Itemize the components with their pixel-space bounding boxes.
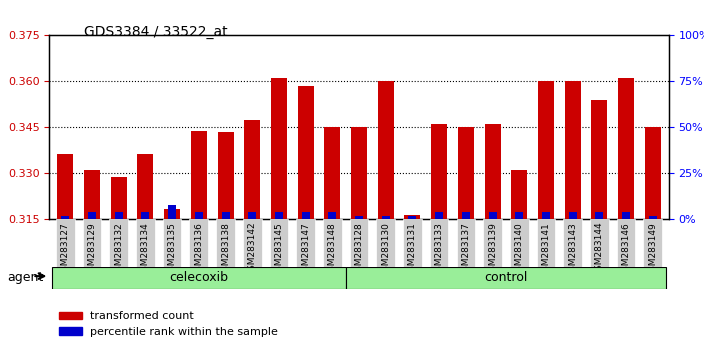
Text: celecoxib: celecoxib (170, 272, 228, 284)
Bar (57, 154, 73, 219)
FancyBboxPatch shape (643, 219, 662, 267)
Bar (351, 127, 367, 219)
Bar (137, 154, 153, 219)
FancyBboxPatch shape (189, 219, 208, 267)
FancyBboxPatch shape (52, 267, 346, 289)
Bar (298, 86, 314, 219)
Bar (591, 100, 608, 219)
Text: GSM283139: GSM283139 (488, 222, 497, 277)
Bar (484, 124, 501, 219)
Text: GSM283131: GSM283131 (408, 222, 417, 277)
Bar (61, 216, 69, 219)
Bar (271, 78, 287, 219)
Bar (569, 212, 577, 219)
Text: GSM283143: GSM283143 (568, 222, 577, 276)
Text: GSM283127: GSM283127 (61, 222, 70, 276)
Text: GSM283144: GSM283144 (595, 222, 604, 276)
Text: GSM283147: GSM283147 (301, 222, 310, 276)
Text: GSM283138: GSM283138 (221, 222, 230, 277)
Bar (88, 212, 96, 219)
FancyBboxPatch shape (296, 219, 315, 267)
FancyBboxPatch shape (617, 219, 636, 267)
Text: GSM283129: GSM283129 (87, 222, 96, 276)
Text: GDS3384 / 33522_at: GDS3384 / 33522_at (84, 25, 228, 39)
Bar (249, 212, 256, 219)
FancyBboxPatch shape (270, 219, 288, 267)
Bar (164, 209, 180, 219)
FancyBboxPatch shape (136, 219, 155, 267)
FancyBboxPatch shape (82, 219, 101, 267)
FancyBboxPatch shape (216, 219, 235, 267)
Bar (328, 212, 337, 219)
Bar (111, 177, 127, 219)
Text: GSM283135: GSM283135 (168, 222, 177, 277)
Bar (378, 81, 394, 219)
FancyBboxPatch shape (109, 219, 128, 267)
Text: GSM283142: GSM283142 (248, 222, 257, 276)
Text: GSM283149: GSM283149 (648, 222, 658, 276)
Bar (435, 212, 443, 219)
Bar (218, 132, 234, 219)
Bar (404, 215, 420, 219)
Text: GSM283146: GSM283146 (622, 222, 631, 276)
FancyBboxPatch shape (346, 267, 666, 289)
Bar (622, 212, 630, 219)
Text: GSM283133: GSM283133 (434, 222, 444, 277)
Bar (515, 212, 523, 219)
Text: control: control (484, 272, 527, 284)
Bar (645, 127, 661, 219)
FancyBboxPatch shape (590, 219, 609, 267)
FancyBboxPatch shape (483, 219, 502, 267)
Bar (565, 81, 581, 219)
Bar (462, 212, 470, 219)
Text: GSM283141: GSM283141 (541, 222, 551, 276)
Bar (542, 212, 550, 219)
Bar (222, 212, 230, 219)
Bar (511, 170, 527, 219)
Text: GSM283145: GSM283145 (275, 222, 284, 276)
Bar (431, 124, 447, 219)
Bar (458, 127, 474, 219)
FancyBboxPatch shape (56, 219, 75, 267)
Bar (538, 81, 554, 219)
Bar (596, 212, 603, 219)
Text: GSM283140: GSM283140 (515, 222, 524, 276)
Text: GSM283132: GSM283132 (114, 222, 123, 276)
Bar (275, 212, 283, 219)
FancyBboxPatch shape (243, 219, 262, 267)
Bar (195, 212, 203, 219)
FancyBboxPatch shape (377, 219, 395, 267)
Text: GSM283137: GSM283137 (461, 222, 470, 277)
Bar (649, 216, 657, 219)
Bar (618, 78, 634, 219)
Bar (301, 212, 310, 219)
FancyBboxPatch shape (510, 219, 529, 267)
FancyBboxPatch shape (323, 219, 341, 267)
Text: GSM283130: GSM283130 (382, 222, 390, 277)
Bar (168, 205, 176, 219)
FancyBboxPatch shape (430, 219, 448, 267)
FancyBboxPatch shape (456, 219, 475, 267)
Bar (408, 216, 417, 219)
Legend: transformed count, percentile rank within the sample: transformed count, percentile rank withi… (55, 307, 283, 341)
Text: agent: agent (7, 272, 43, 284)
FancyBboxPatch shape (163, 219, 182, 267)
Bar (325, 127, 340, 219)
FancyBboxPatch shape (563, 219, 582, 267)
Text: GSM283136: GSM283136 (194, 222, 203, 277)
FancyBboxPatch shape (350, 219, 368, 267)
Text: GSM283128: GSM283128 (355, 222, 363, 276)
Bar (355, 216, 363, 219)
FancyBboxPatch shape (403, 219, 422, 267)
Bar (84, 170, 100, 219)
FancyBboxPatch shape (536, 219, 555, 267)
Bar (115, 212, 122, 219)
Text: GSM283134: GSM283134 (141, 222, 150, 276)
Bar (382, 216, 390, 219)
Bar (191, 131, 207, 219)
Bar (244, 120, 260, 219)
Bar (142, 212, 149, 219)
Bar (489, 212, 496, 219)
Text: GSM283148: GSM283148 (328, 222, 337, 276)
